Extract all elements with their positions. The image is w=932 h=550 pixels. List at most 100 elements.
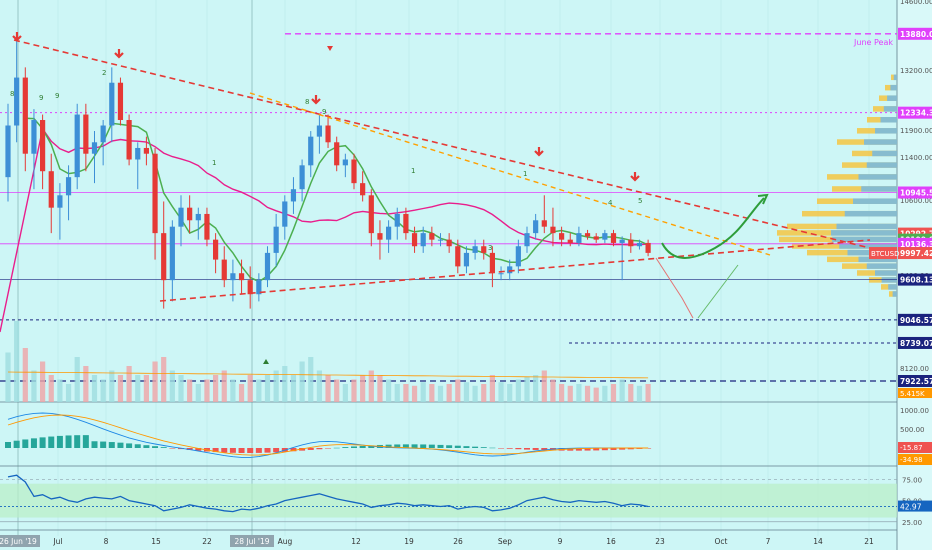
candle-body [22, 77, 28, 154]
macd-histogram-bar [13, 440, 20, 448]
volume-profile-bar-inner [861, 186, 897, 192]
volume-bar [584, 385, 591, 402]
candle-body [325, 125, 331, 143]
sequential-count: 1 [411, 167, 415, 175]
sequential-count: 5 [638, 197, 642, 205]
volume-profile-bar-inner [831, 230, 897, 236]
macd-histogram-bar [91, 441, 98, 448]
volume-bar [360, 375, 366, 402]
macd-histogram-bar [411, 444, 418, 448]
macd-histogram-bar [169, 448, 176, 449]
price-tag-bg [898, 336, 932, 349]
candle-body [446, 239, 452, 247]
price-tag-bg [898, 27, 932, 40]
candle-body [360, 183, 366, 196]
sequential-count: 8 [305, 98, 309, 106]
volume-tag-bg [898, 388, 932, 398]
down-triangle-icon [327, 46, 333, 51]
candle-body [420, 233, 426, 247]
x-axis-tick-label: 15 [151, 537, 161, 546]
macd-histogram-bar [541, 448, 548, 451]
x-axis-tick-label: 19 [404, 537, 414, 546]
candle-body [230, 273, 236, 281]
candle-body [48, 171, 54, 208]
volume-profile-bar-inner [858, 174, 897, 180]
x-axis-tick-label: 21 [864, 537, 874, 546]
volume-profile-bar-inner [875, 270, 897, 276]
volume-bar [386, 379, 392, 402]
volume-bar [273, 370, 279, 402]
volume-bar [308, 357, 314, 402]
macd-histogram-bar [515, 448, 522, 450]
macd-histogram-bar [428, 444, 435, 448]
volume-bar [48, 375, 54, 402]
y-axis-tick-label: 11400.00 [900, 154, 932, 162]
candle-body [299, 165, 305, 190]
macd-histogram-bar [351, 446, 357, 448]
volume-bar [472, 385, 478, 402]
y-axis-tick-label: 8120.00 [900, 365, 929, 373]
volume-bar [65, 384, 72, 402]
candle-body [619, 239, 625, 243]
macd-histogram-bar [126, 443, 133, 448]
candle-body [31, 120, 37, 154]
macd-histogram-bar [65, 435, 72, 448]
candle-body [100, 125, 106, 143]
x-axis-tick-label: 12 [351, 537, 361, 546]
candle-body [221, 259, 227, 281]
candle-body [403, 213, 409, 234]
macd-tick-label: 500.00 [900, 426, 925, 434]
macd-signal-line [7, 414, 649, 456]
macd-value-bg [898, 442, 932, 453]
candle-body [489, 252, 495, 274]
macd-histogram-bar [316, 448, 323, 450]
volume-profile-bar-inner [839, 243, 897, 249]
candle-body [351, 159, 357, 184]
price-tag-label: 7922.57 [900, 377, 932, 386]
candle-body [187, 207, 193, 221]
volume-bar [446, 384, 452, 402]
volume-bar [420, 382, 426, 402]
x-axis-tick-label: 9 [558, 537, 563, 546]
candle-body [169, 226, 175, 281]
macd-histogram-bar [247, 448, 254, 454]
resistance-arrow-icon [114, 49, 124, 59]
volume-bar [5, 352, 11, 402]
volume-bar [256, 379, 262, 402]
candle-body [576, 233, 582, 243]
candle-body [5, 125, 11, 178]
price-tag-bg [898, 237, 932, 250]
macd-histogram-bar [229, 448, 236, 453]
volume-bar [602, 385, 608, 402]
date-tag-bg [230, 535, 274, 547]
volume-tag-label: 5.415K [900, 390, 925, 398]
resistance-trendline [13, 39, 871, 249]
rsi-tick-label: 75.00 [902, 476, 922, 484]
resistance-arrow-icon [534, 147, 544, 157]
volume-bar [143, 375, 149, 402]
price-tag-bg [898, 106, 932, 119]
candle-body [126, 120, 132, 160]
sequential-count: 9 [39, 94, 43, 102]
y-axis-tick-label: 11900.00 [900, 127, 932, 135]
candle-body [264, 252, 271, 281]
y-axis-tick-label: 14600.00 [900, 0, 932, 6]
volume-bar [636, 385, 643, 402]
macd-histogram-bar [342, 447, 349, 448]
volume-bar [498, 382, 504, 402]
volume-profile-bar-inner [858, 256, 897, 263]
volume-bar [524, 376, 530, 402]
candle-body [386, 226, 392, 240]
volume-bar [230, 379, 236, 402]
volume-bar [489, 375, 495, 402]
candle-body [567, 239, 573, 243]
y-axis-tick-label: 10600.00 [900, 197, 932, 205]
volume-bar [100, 379, 106, 402]
rsi-tick-label: 25.00 [902, 519, 922, 527]
volume-profile-bar-inner [875, 128, 897, 134]
x-axis-tick-label: 8 [104, 537, 109, 546]
x-axis-tick-label: Sep [498, 537, 512, 546]
volume-bar [109, 370, 115, 402]
macd-histogram-bar [584, 448, 591, 451]
